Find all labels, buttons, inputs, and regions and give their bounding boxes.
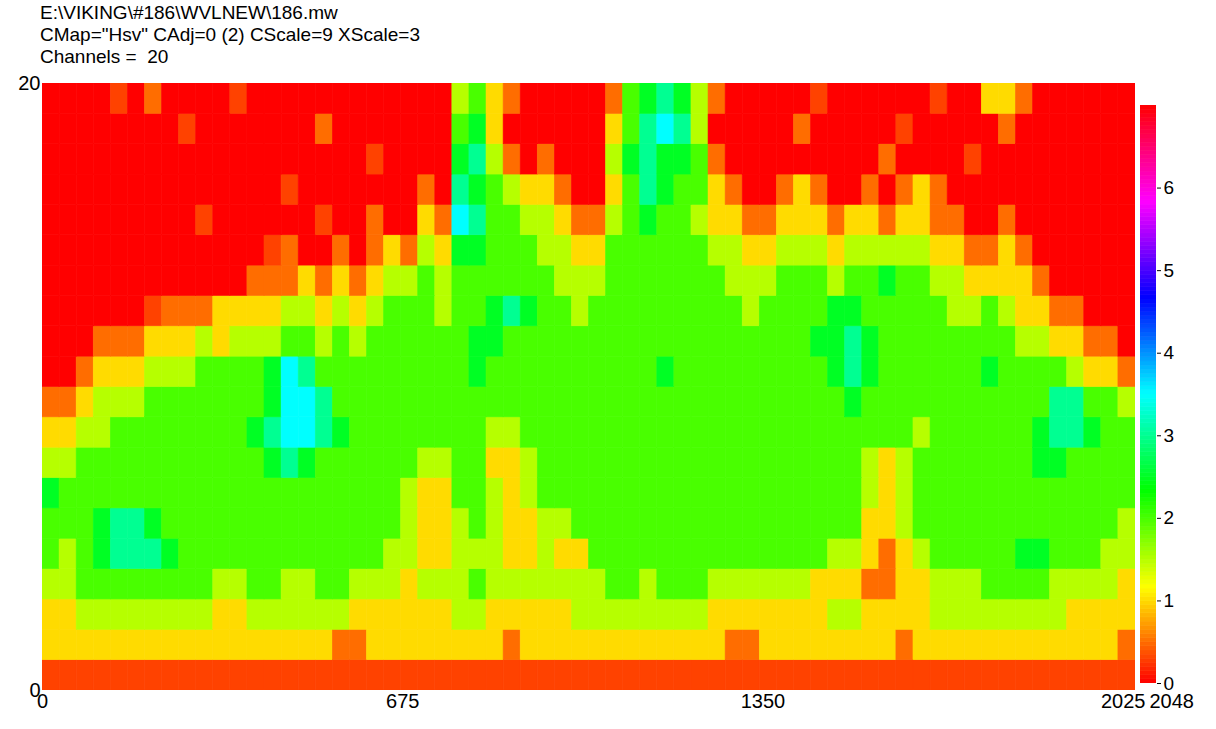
svg-text:0: 0 [29, 679, 40, 701]
svg-text:0: 0 [1164, 673, 1175, 694]
svg-text:1350: 1350 [741, 690, 786, 712]
html-text:Channels = 20: Channels = 20 [40, 46, 169, 67]
svg-text:3: 3 [1164, 425, 1175, 446]
svg-text:4: 4 [1164, 342, 1175, 363]
html-text:E:\VIKING\#186\WVLNEW\186.mw: E:\VIKING\#186\WVLNEW\186.mw [40, 2, 338, 23]
svg-text:5: 5 [1164, 260, 1175, 281]
html-text:CMap="Hsv" CAdj=0 (2) CScale=9: CMap="Hsv" CAdj=0 (2) CScale=9 XScale=3 [40, 24, 420, 45]
svg-text:675: 675 [386, 690, 419, 712]
svg-text:2048: 2048 [1149, 689, 1194, 712]
svg-text:1: 1 [1164, 590, 1175, 611]
svg-text:2: 2 [1164, 507, 1175, 528]
svg-text:20: 20 [18, 72, 40, 94]
svg-text:2025: 2025 [1101, 690, 1146, 712]
svg-text:6: 6 [1164, 177, 1175, 198]
svg-text:0: 0 [36, 689, 49, 712]
